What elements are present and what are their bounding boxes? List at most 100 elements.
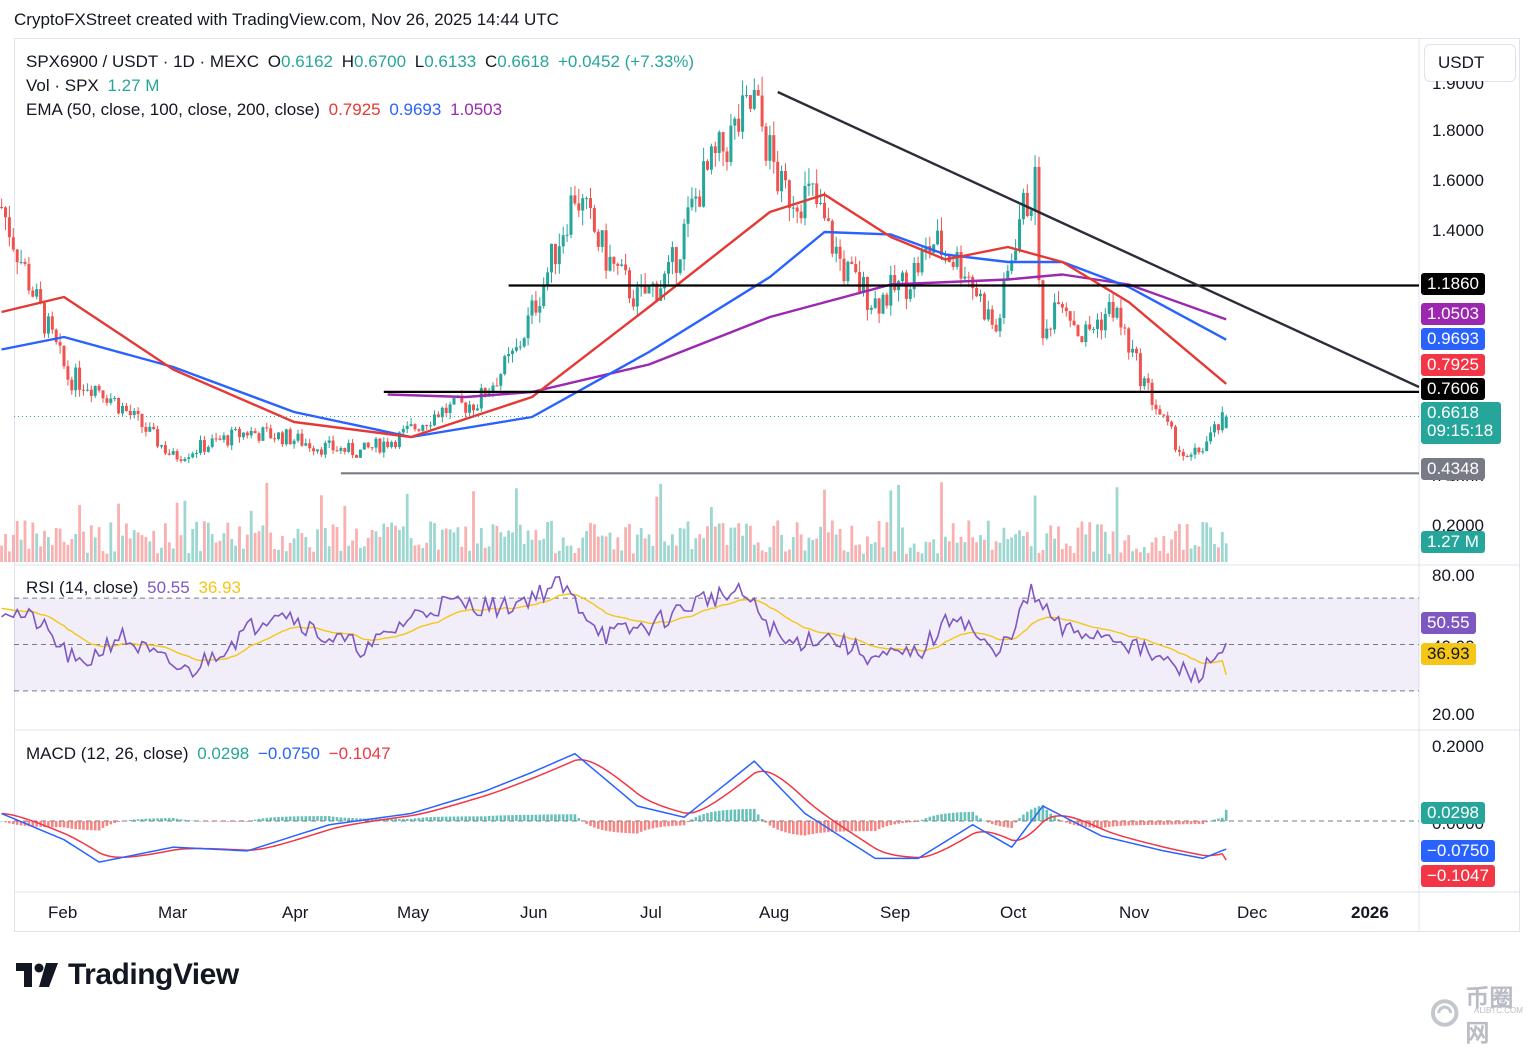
macd-hist-value: 0.0298 (197, 744, 250, 763)
volume-bar (238, 526, 241, 562)
volume-label[interactable]: Vol · SPX (26, 76, 99, 95)
macd-histogram-bar (499, 815, 503, 821)
volume-bar (819, 526, 822, 562)
candle-body (1154, 404, 1158, 410)
currency-button[interactable]: USDT (1424, 44, 1516, 82)
time-tick-mar: Mar (158, 903, 188, 922)
volume-bar (413, 545, 417, 562)
volume-bar (1139, 552, 1142, 562)
volume-bar (362, 546, 366, 562)
volume-bar (577, 547, 581, 562)
macd-histogram-bar (714, 811, 717, 821)
ema50-label: 0.7925 (1421, 354, 1485, 376)
candle-body (300, 433, 304, 446)
candle-body (1103, 313, 1107, 331)
volume-bar (23, 520, 27, 562)
macd-histogram-bar (632, 821, 635, 834)
volume-bar (1103, 531, 1107, 562)
volume-bar (772, 525, 776, 562)
volume-bar (343, 505, 347, 562)
candle-body (982, 293, 986, 320)
candle-body (308, 443, 312, 449)
macd-histogram-bar (66, 821, 70, 829)
rsi-tick: 20.00 (1432, 705, 1475, 724)
candle-body (132, 410, 136, 416)
close-label: C (484, 52, 498, 71)
volume-bar (986, 520, 990, 562)
macd-histogram-bar (1154, 821, 1158, 825)
volume-bar (4, 533, 7, 562)
chart-canvas[interactable] (0, 0, 1536, 1017)
volume-bar (156, 553, 159, 562)
volume-bar (113, 551, 117, 562)
macd-histogram-bar (1096, 821, 1099, 828)
macd-histogram-bar (643, 821, 647, 831)
macd-histogram-bar (1107, 821, 1111, 827)
candle-body (745, 95, 748, 97)
volume-bar (409, 538, 413, 562)
macd-histogram-bar (351, 818, 354, 821)
volume-bar (421, 547, 425, 562)
volume-bar (515, 488, 518, 562)
macd-histogram-bar (858, 821, 861, 832)
macd-histogram-bar (573, 814, 577, 821)
macd-histogram-bar (799, 821, 803, 836)
macd-histogram-bar (281, 816, 284, 821)
candle-body (542, 284, 546, 306)
macd-histogram-bar (273, 817, 276, 821)
macd-histogram-bar (612, 821, 616, 832)
macd-label[interactable]: MACD (12, 26, close) (26, 744, 189, 763)
volume-bar (620, 550, 624, 562)
candle-body (1181, 451, 1185, 457)
ema-label[interactable]: EMA (50, close, 100, close, 200, close) (26, 100, 320, 119)
macd-histogram-bar (269, 817, 272, 821)
candle-body (70, 379, 74, 391)
candle-body (121, 405, 124, 414)
volume-bar (378, 536, 382, 562)
candle-body (561, 235, 565, 247)
macd-histogram-bar (58, 821, 62, 828)
candle-body (93, 385, 97, 396)
macd-histogram-bar (1193, 821, 1197, 825)
tradingview-logo-text: TradingView (68, 958, 239, 991)
macd-histogram-bar (468, 816, 471, 821)
macd-histogram-bar (842, 821, 846, 832)
candle-body (1060, 304, 1064, 308)
macd-histogram-bar (51, 821, 54, 828)
volume-bar (659, 483, 663, 562)
candle-body (963, 276, 967, 279)
volume-bar (932, 539, 936, 562)
macd-histogram-bar (483, 816, 487, 821)
macd-histogram-bar (187, 820, 191, 821)
macd-histogram-bar (967, 811, 971, 821)
volume-bar (698, 534, 702, 562)
candle-body (873, 298, 877, 308)
macd-histogram-bar (893, 821, 896, 825)
macd-histogram-bar (932, 815, 935, 821)
macd-histogram-bar (760, 819, 764, 821)
volume-bar (374, 531, 378, 562)
symbol-label[interactable]: SPX6900 / USDT · 1D · MEXC (26, 52, 260, 71)
candle-body (550, 243, 553, 273)
volume-bar (1205, 522, 1209, 562)
macd-histogram-bar (1065, 821, 1068, 823)
rsi-label[interactable]: RSI (14, close) (26, 578, 139, 597)
macd-histogram-bar (285, 816, 288, 821)
volume-bar (226, 522, 230, 562)
watermark: 币圈网 ALIBTC.COM (1430, 978, 1536, 1048)
volume-bar (230, 538, 234, 562)
high-value: 0.6700 (354, 52, 407, 71)
volume-bar (671, 534, 674, 562)
volume-bar (686, 521, 690, 562)
candle-body (975, 288, 979, 297)
candle-body (140, 414, 144, 428)
macd-histogram-bar (694, 817, 698, 821)
candle-body (971, 276, 975, 289)
candle-body (401, 428, 405, 433)
macd-histogram-bar (604, 821, 608, 831)
volume-bar (132, 530, 136, 562)
macd-histogram-bar (881, 821, 885, 828)
rsi-value: 50.55 (147, 578, 190, 597)
volume-bar (600, 535, 604, 562)
candle-body (1224, 416, 1228, 428)
